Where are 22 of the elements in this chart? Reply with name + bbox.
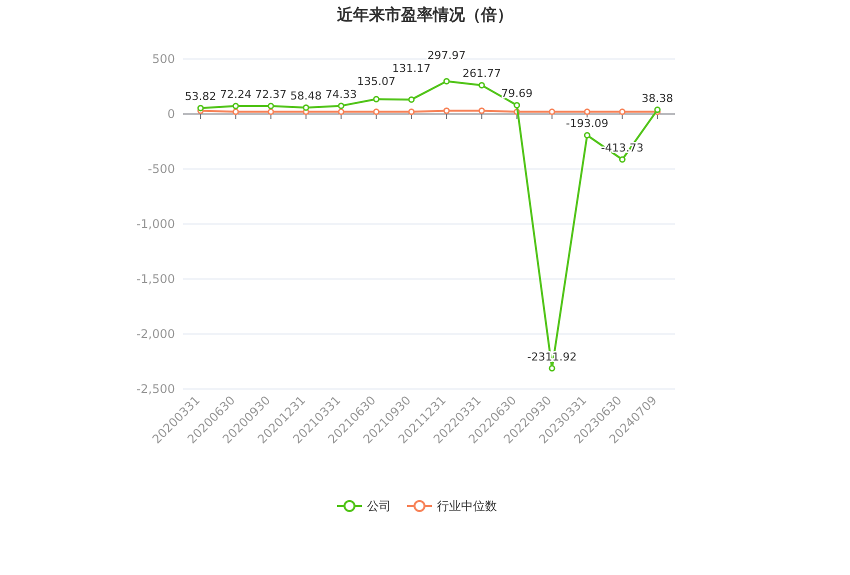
y-tick-label: -2,000 — [136, 327, 175, 341]
y-tick-label: 0 — [167, 107, 175, 121]
y-tick-label: -2,500 — [136, 382, 175, 396]
data-label: -193.09 — [566, 117, 608, 130]
data-label: 58.48 — [290, 90, 322, 103]
y-tick-label: -1,500 — [136, 272, 175, 286]
data-label: 131.17 — [392, 62, 431, 75]
data-label: 72.37 — [255, 88, 287, 102]
data-label: 135.07 — [357, 74, 396, 88]
data-label: 74.33 — [325, 88, 357, 101]
data-label: 297.97 — [427, 48, 466, 62]
y-tick-label: -1,000 — [136, 217, 175, 231]
y-tick-label: 500 — [152, 52, 175, 66]
y-tick-label: -500 — [148, 162, 175, 176]
chart-title: 近年来市盈率情况（倍） — [336, 5, 513, 24]
data-label: 79.69 — [501, 87, 533, 100]
data-label: 72.24 — [220, 88, 252, 102]
data-label: 261.77 — [462, 67, 501, 80]
data-label: 38.38 — [642, 92, 674, 105]
data-label: 53.82 — [184, 90, 216, 104]
legend-label: 行业中位数 — [437, 499, 497, 513]
legend-label: 公司 — [367, 499, 391, 513]
